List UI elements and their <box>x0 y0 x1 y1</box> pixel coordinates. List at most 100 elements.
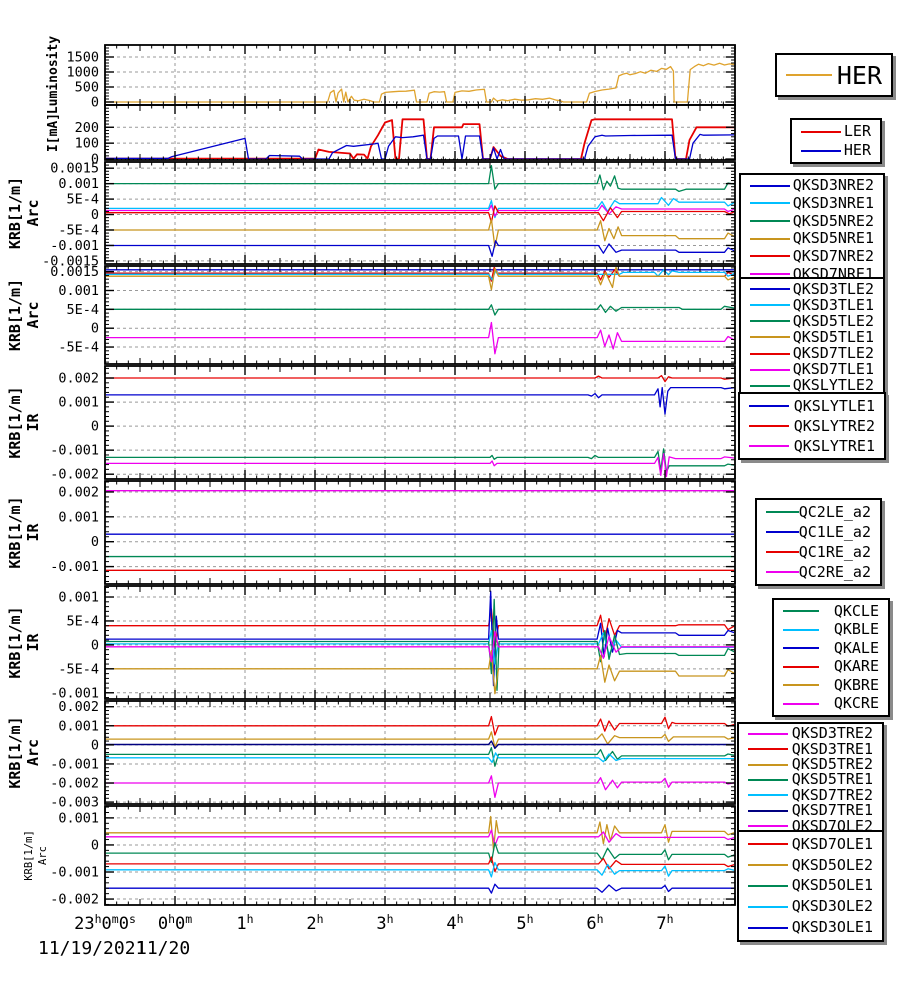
legend-line-sample <box>748 732 788 735</box>
legend-line-sample <box>750 304 790 307</box>
y-axis-title: Arc <box>24 739 42 766</box>
legend-label: QKSD5NRE2 <box>792 211 874 230</box>
legend-entry-QKALE: QKALE <box>783 638 879 657</box>
legend-label: QKSD5OLE1 <box>791 876 873 895</box>
legend-label: QC2LE_a2 <box>798 502 871 521</box>
y-tick-label: 200 <box>75 120 99 136</box>
y-axis-title: IR <box>24 413 42 432</box>
legend-line-sample <box>748 794 788 797</box>
legend-line-sample <box>750 288 790 291</box>
legend-entry-QKSD3TRE2: QKSD3TRE2 <box>748 726 873 741</box>
legend-line-sample <box>766 531 799 533</box>
plot-frame <box>104 700 736 805</box>
y-tick-label: 0 <box>91 534 99 550</box>
series-QKBLE <box>106 629 734 665</box>
legend-line-sample <box>750 255 790 258</box>
legend-line-sample <box>748 825 788 828</box>
legend-label: QKALE <box>833 638 879 657</box>
series-group <box>106 815 734 894</box>
y-axis-title: Arc <box>24 301 42 328</box>
series-QKSD5NRE1 <box>106 218 734 248</box>
y-tick-label: 5E-4 <box>66 192 99 208</box>
legend-line-sample <box>748 748 788 751</box>
y-axis-title: KRB[1/m] <box>6 177 24 249</box>
x-tick-label: 7h <box>656 912 673 934</box>
series-group <box>106 374 734 478</box>
series-QKSD5TRE1 <box>106 747 734 767</box>
legend-line-sample <box>750 368 790 371</box>
y-tick-label: -0.001 <box>50 756 99 772</box>
series-group <box>106 267 734 355</box>
plot-frame <box>104 585 736 700</box>
y-tick-label: 0.0015 <box>50 161 99 177</box>
y-axis-title: Arc <box>37 846 49 865</box>
legend-label: QKSLYTRE1 <box>793 436 875 455</box>
legend-entry-QKSD3OLE1: QKSD3OLE1 <box>748 920 873 935</box>
legend-line-sample <box>801 130 841 133</box>
legend-label: QKSD7OLE2 <box>791 816 873 835</box>
x-tick-label: 23h0m0s <box>74 912 136 934</box>
y-axis-title: KRB[1/m] <box>6 386 24 458</box>
legend-line-sample <box>786 74 832 76</box>
legend-entry-QKSD7TLE1: QKSD7TLE1 <box>750 362 874 377</box>
legend-label: QKSD7TRE1 <box>791 801 873 820</box>
y-tick-label: -0.001 <box>50 443 99 459</box>
y-tick-label: -0.002 <box>50 892 99 908</box>
y-tick-label: 0.002 <box>58 699 99 715</box>
series-QKSD7TRE2 <box>106 752 734 764</box>
y-tick-label: -5E-4 <box>58 661 99 677</box>
legend-line-sample <box>766 551 799 553</box>
legend-label: QKSD3TLE1 <box>792 295 874 314</box>
legend-label: QKSLYTRE2 <box>793 416 875 435</box>
series-QKSLYTRE2 <box>106 374 734 383</box>
legend-label: QKCLE <box>833 601 879 620</box>
legend-label: QKBRE <box>833 675 879 694</box>
series-QKSD3NRE2 <box>106 240 734 257</box>
legend-label: QKSD3NRE1 <box>792 193 874 212</box>
legend-label: QC1LE_a2 <box>798 522 871 541</box>
legend-box-plot-6: QKCLE QKBLE QKALE QKARE QKBRE QKCRE <box>772 598 890 717</box>
y-tick-label: 0 <box>91 419 99 435</box>
legend-line-sample <box>748 905 788 908</box>
plot-5: 0.002 0.001 0 -0.001 KRB[1/m] IR <box>6 480 736 585</box>
legend-line-sample <box>750 273 790 276</box>
legend-entry-QKSD5NRE2: QKSD5NRE2 <box>750 211 874 230</box>
x-axis-date-secondary: 11/20 <box>136 938 191 959</box>
legend-line-sample <box>750 352 790 355</box>
series-QKSD7OLE1 <box>106 856 734 873</box>
series-group <box>106 62 734 103</box>
series-QKSD5OLE1 <box>106 842 734 864</box>
y-axis-title: I[mA] <box>46 113 61 152</box>
legend-label: QKSD5OLE2 <box>791 855 873 874</box>
plot-8: 0.001 0 -0.001 -0.002 KRB[1/m] Arc <box>23 805 736 908</box>
legend-label: QKSD3OLE1 <box>791 918 873 937</box>
y-tick-label: 0.0015 <box>50 264 99 280</box>
legend-entry-QKSLYTLE1: QKSLYTLE1 <box>749 398 875 414</box>
legend-line-sample <box>783 610 819 613</box>
legend-line-sample <box>783 702 819 705</box>
legend-line-sample <box>748 884 788 887</box>
legend-label: QKSD5TRE1 <box>791 770 873 789</box>
legend-entry-QKSD3NRE2: QKSD3NRE2 <box>750 178 874 193</box>
x-tick-label: 2h <box>306 912 323 934</box>
y-tick-label: 0 <box>91 152 99 168</box>
y-tick-label: -5E-4 <box>58 223 99 239</box>
y-tick-label: 0 <box>91 637 99 653</box>
legend-label: QKSLYTLE2 <box>792 376 874 395</box>
legend-line-sample <box>748 778 788 781</box>
legend-label: QKSD7OLE1 <box>791 834 873 853</box>
x-tick-label: 6h <box>586 912 603 934</box>
legend-box-plot-1: LER HER <box>790 118 882 164</box>
y-tick-label: -0.003 <box>50 795 99 811</box>
legend-box-plot-5: QC2LE_a2 QC1LE_a2 QC1RE_a2 QC2RE_a2 <box>755 498 882 586</box>
legend-line-sample <box>766 511 799 513</box>
y-axis-title: KRB[1/m] <box>6 279 24 351</box>
legend-label: QC2RE_a2 <box>798 562 871 581</box>
y-axis-title: KRB[1/m] <box>6 606 24 678</box>
series-QKSD5TLE2 <box>106 304 734 316</box>
x-tick-label: 5h <box>516 912 533 934</box>
legend-entry-QKSD3NRE1: QKSD3NRE1 <box>750 193 874 212</box>
